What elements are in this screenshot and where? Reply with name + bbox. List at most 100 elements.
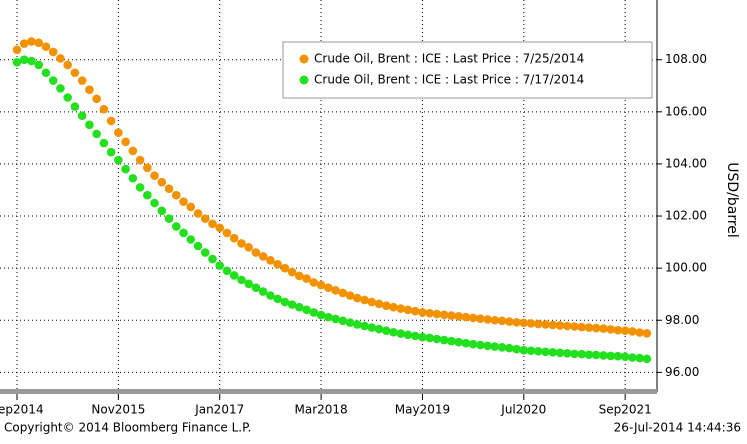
- data-point: [171, 222, 181, 231]
- data-point: [476, 314, 485, 323]
- data-point: [425, 333, 434, 343]
- data-point: [193, 209, 203, 218]
- data-point: [273, 294, 282, 304]
- data-point: [483, 341, 492, 351]
- data-point: [70, 102, 80, 111]
- data-point: [92, 129, 101, 139]
- data-point: [505, 343, 514, 353]
- data-point: [468, 313, 478, 323]
- data-point: [519, 318, 529, 328]
- data-point: [92, 94, 101, 104]
- data-point: [541, 347, 550, 357]
- data-point: [447, 336, 456, 346]
- data-point: [352, 293, 362, 303]
- data-point: [302, 305, 311, 315]
- data-point: [186, 202, 196, 212]
- data-point: [143, 163, 152, 173]
- data-point: [403, 330, 413, 340]
- data-point: [642, 354, 652, 364]
- data-point: [309, 278, 319, 287]
- data-point: [432, 334, 442, 344]
- data-point: [389, 327, 398, 337]
- data-point: [48, 47, 58, 57]
- data-point: [77, 76, 87, 85]
- data-point: [114, 155, 123, 165]
- data-point: [222, 266, 232, 276]
- data-point: [208, 219, 217, 229]
- data-point: [179, 228, 188, 238]
- data-point: [302, 274, 311, 283]
- data-point: [186, 235, 196, 244]
- data-point: [164, 214, 174, 223]
- data-point: [150, 171, 159, 180]
- y-tick-label: 104.00: [665, 156, 707, 170]
- data-point: [338, 316, 348, 326]
- data-point: [331, 285, 340, 295]
- data-point: [447, 311, 456, 320]
- data-point: [237, 239, 246, 248]
- data-point: [577, 322, 587, 332]
- data-point: [374, 324, 384, 334]
- data-point: [526, 346, 536, 356]
- data-point: [324, 312, 333, 322]
- y-tick-label: 108.00: [665, 52, 707, 66]
- data-point: [41, 68, 51, 78]
- data-point: [316, 280, 326, 290]
- y-tick-label: 102.00: [665, 209, 707, 223]
- data-point: [613, 325, 623, 335]
- data-point: [599, 351, 608, 360]
- data-point: [128, 146, 138, 156]
- data-point: [570, 349, 579, 359]
- data-point: [295, 271, 304, 281]
- data-point: [345, 291, 355, 300]
- data-point: [628, 353, 637, 362]
- data-point: [461, 312, 471, 322]
- data-point: [555, 321, 565, 330]
- marks: [12, 37, 652, 364]
- data-point: [642, 328, 652, 338]
- data-point: [562, 321, 572, 331]
- data-point: [410, 306, 420, 316]
- data-point: [19, 39, 29, 48]
- data-point: [425, 308, 434, 318]
- legend-box: [282, 41, 653, 99]
- legend-label: Crude Oil, Brent : ICE : Last Price : 7/…: [314, 52, 584, 66]
- data-point: [454, 337, 463, 347]
- data-point: [490, 342, 500, 351]
- data-point: [266, 256, 275, 265]
- data-point: [367, 323, 377, 332]
- data-point: [432, 309, 442, 319]
- data-point: [106, 116, 116, 126]
- data-point: [584, 323, 594, 332]
- data-point: [99, 104, 109, 114]
- data-point: [591, 350, 601, 360]
- data-point: [143, 190, 152, 200]
- data-point: [483, 315, 492, 324]
- data-point: [258, 287, 268, 296]
- data-point: [222, 228, 232, 238]
- x-tick-label: Jul2020: [500, 403, 546, 417]
- data-point: [345, 318, 355, 327]
- data-point: [570, 322, 579, 331]
- data-point: [555, 348, 565, 358]
- data-point: [360, 295, 369, 305]
- data-point: [85, 85, 94, 94]
- data-point: [229, 233, 239, 243]
- data-point: [389, 302, 398, 312]
- data-point: [179, 197, 188, 207]
- x-tick-label: Jan2017: [194, 403, 244, 417]
- legend-label: Crude Oil, Brent : ICE : Last Price : 7/…: [314, 73, 584, 87]
- data-point: [215, 261, 225, 270]
- data-point: [266, 291, 275, 300]
- data-point: [114, 128, 123, 137]
- data-point: [454, 312, 463, 321]
- data-point: [251, 248, 261, 257]
- data-point: [316, 310, 326, 320]
- data-point: [418, 332, 427, 342]
- data-point: [410, 331, 420, 341]
- x-tick-label: Mar2018: [294, 403, 347, 417]
- data-point: [396, 304, 406, 313]
- data-point: [620, 352, 630, 362]
- data-point: [258, 252, 268, 261]
